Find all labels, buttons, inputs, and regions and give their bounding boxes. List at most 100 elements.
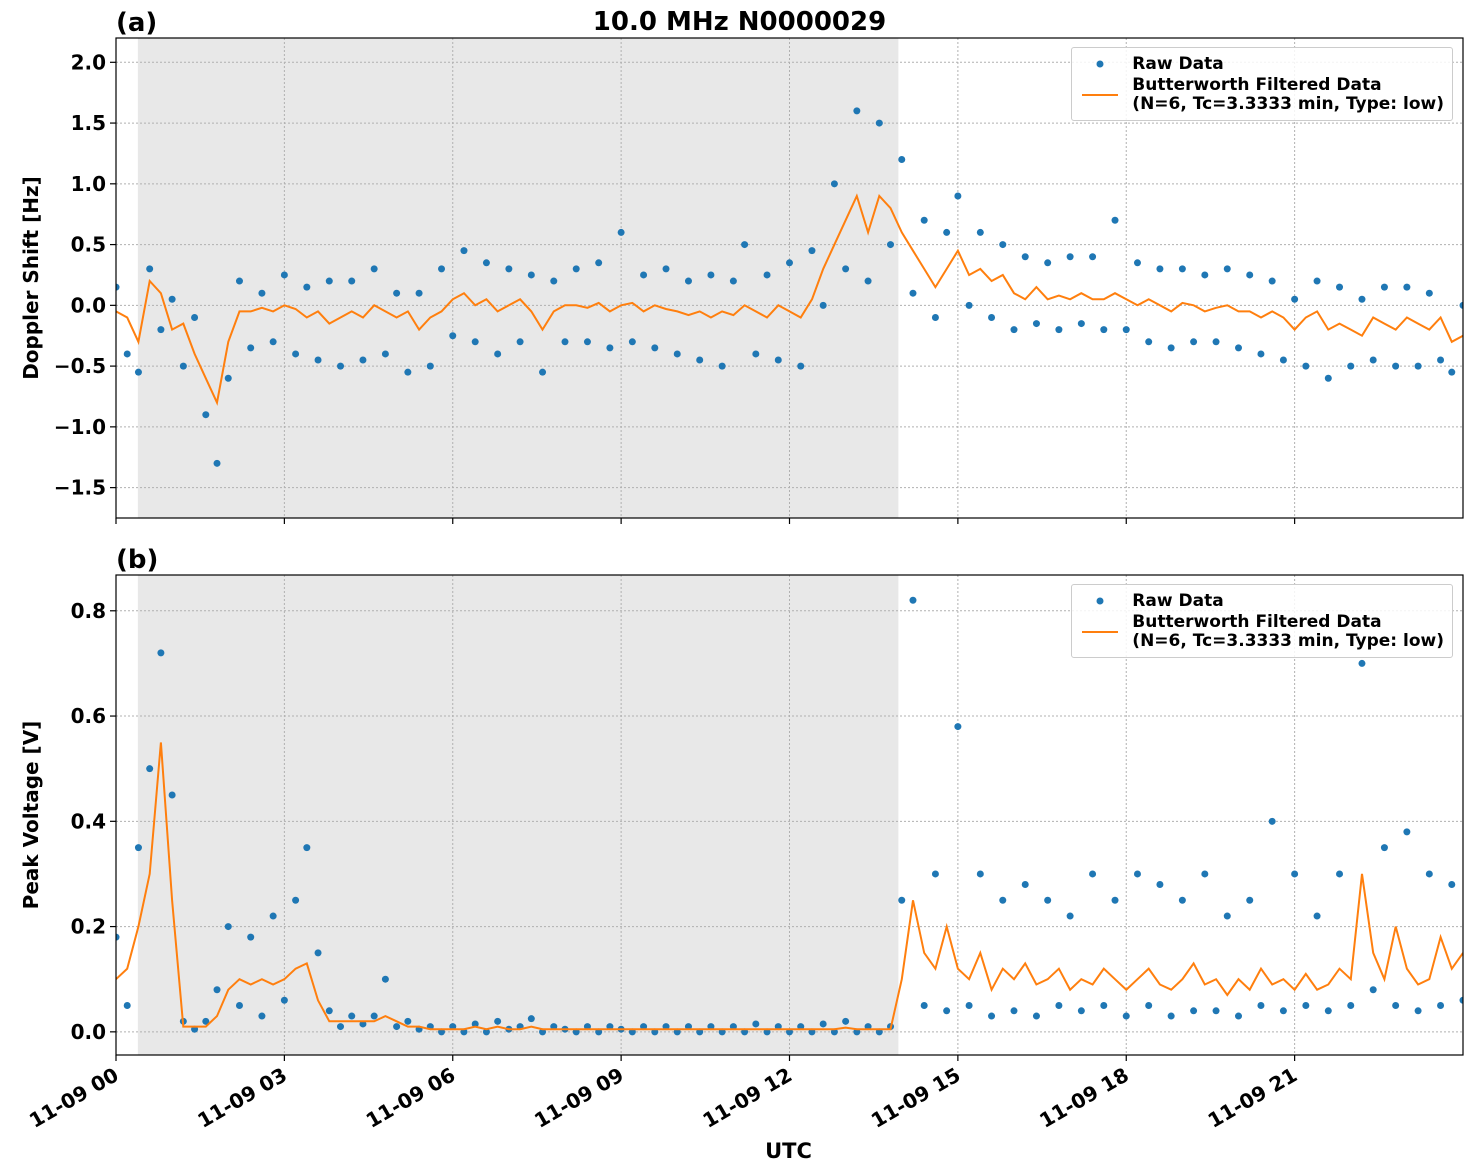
raw-point: [1425, 870, 1433, 878]
raw-point: [1133, 870, 1141, 878]
y-tick-label: 1.5: [71, 111, 106, 135]
raw-point: [875, 119, 883, 127]
raw-point: [1111, 896, 1119, 904]
y-tick-label: −0.5: [54, 354, 106, 378]
raw-point: [1302, 362, 1310, 370]
raw-point: [1145, 338, 1153, 346]
raw-point: [1279, 356, 1287, 364]
raw-point: [1190, 338, 1198, 346]
legend-label: Raw Data: [1132, 53, 1224, 74]
raw-point: [1223, 265, 1231, 273]
raw-point: [1437, 356, 1445, 364]
raw-point: [235, 1002, 243, 1010]
raw-point: [673, 350, 681, 358]
raw-point: [662, 265, 670, 273]
raw-point: [460, 247, 468, 255]
raw-point: [943, 1007, 951, 1015]
raw-point: [1178, 265, 1186, 273]
raw-point: [1190, 1007, 1198, 1015]
x-tick-label: 11-09 06: [362, 1063, 460, 1133]
raw-point: [303, 844, 311, 852]
legend-key: [1080, 85, 1120, 105]
y-tick-label: 0.8: [71, 599, 106, 623]
raw-point: [1268, 277, 1276, 285]
y-tick-label: 0.0: [71, 1020, 106, 1044]
raw-point: [965, 1002, 973, 1010]
raw-point: [258, 289, 266, 297]
raw-point: [269, 338, 277, 346]
raw-point: [157, 649, 165, 657]
raw-point: [247, 344, 255, 352]
raw-point: [191, 313, 199, 321]
raw-point: [797, 362, 805, 370]
raw-point: [1077, 1007, 1085, 1015]
raw-point: [1145, 1002, 1153, 1010]
raw-point: [1380, 283, 1388, 291]
raw-point: [325, 1007, 333, 1015]
raw-point: [1414, 1007, 1422, 1015]
raw-point: [651, 344, 659, 352]
plot-area: [116, 596, 1463, 1036]
filtered-line: [116, 193, 1463, 406]
legend-swatch: [1096, 597, 1104, 605]
raw-point: [426, 362, 434, 370]
raw-point: [337, 362, 344, 370]
raw-point: [1066, 253, 1074, 261]
raw-point: [1392, 1002, 1400, 1010]
y-axis-label: Doppler Shift [Hz]: [19, 176, 43, 380]
raw-point: [314, 949, 322, 957]
raw-point: [1089, 253, 1097, 261]
x-tick-label: 11-09 15: [867, 1063, 965, 1133]
raw-point: [539, 368, 547, 376]
x-tick-label: 11-09 00: [25, 1063, 123, 1133]
y-tick-label: 0.5: [71, 233, 106, 257]
raw-point: [864, 277, 872, 285]
raw-point: [729, 277, 737, 285]
raw-point: [1122, 1012, 1130, 1020]
raw-point: [494, 350, 502, 358]
raw-point: [314, 356, 322, 364]
raw-point: [684, 277, 692, 285]
raw-point: [931, 313, 939, 321]
raw-point: [1246, 896, 1254, 904]
raw-point: [213, 986, 221, 994]
raw-point: [1246, 271, 1254, 279]
legend-swatch: [1096, 60, 1104, 68]
x-tick-label: 11-09 21: [1204, 1063, 1302, 1133]
x-tick-label: 11-09 03: [193, 1063, 291, 1133]
legend-symbol: [1096, 60, 1104, 68]
raw-point: [1257, 350, 1265, 358]
shaded-span: [137, 575, 899, 1055]
raw-point: [1044, 896, 1052, 904]
y-tick-label: 2.0: [71, 50, 106, 74]
legend-key: [1080, 622, 1120, 642]
raw-point: [741, 241, 749, 249]
raw-point: [561, 338, 569, 346]
panel-label: (b): [116, 545, 158, 575]
raw-point: [909, 596, 917, 604]
raw-point: [1369, 986, 1377, 994]
raw-point: [909, 289, 917, 297]
raw-point: [1324, 1007, 1332, 1015]
raw-point: [1336, 283, 1344, 291]
raw-point: [224, 923, 232, 931]
raw-point: [954, 192, 962, 200]
raw-point: [1347, 362, 1355, 370]
raw-point: [1313, 912, 1321, 920]
raw-point: [718, 362, 726, 370]
raw-point: [853, 107, 861, 115]
raw-point: [348, 1012, 356, 1020]
raw-point: [1437, 1002, 1445, 1010]
raw-point: [617, 228, 625, 236]
raw-point: [1268, 817, 1276, 825]
raw-point: [381, 975, 389, 983]
y-tick-label: 0.6: [71, 704, 106, 728]
raw-point: [1313, 277, 1321, 285]
legend-swatch: [1082, 631, 1119, 633]
raw-point: [1055, 1002, 1063, 1010]
raw-point: [1235, 1012, 1242, 1020]
raw-point: [247, 933, 255, 941]
legend-entry: Butterworth Filtered Data (N=6, Tc=3.333…: [1080, 76, 1444, 114]
raw-point: [168, 295, 176, 303]
